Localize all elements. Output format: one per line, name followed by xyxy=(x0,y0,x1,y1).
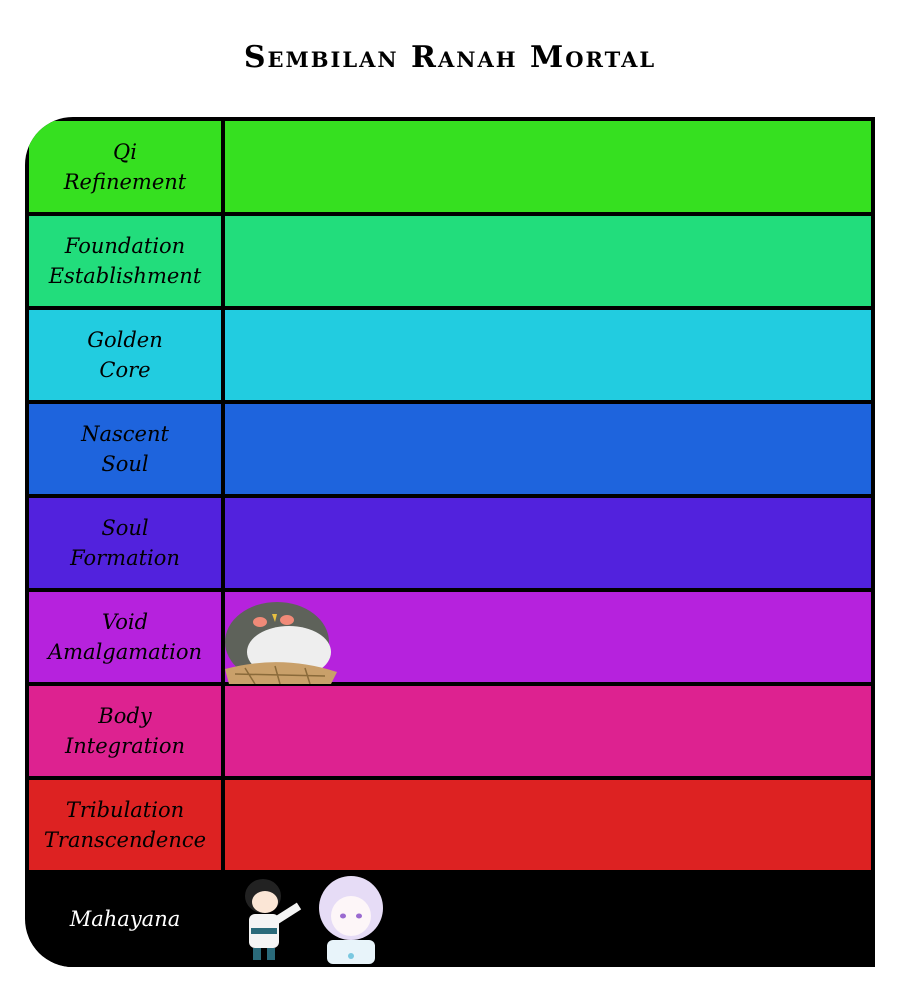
tier-label: Golden Core xyxy=(29,310,221,400)
fat-bird-in-nest-image[interactable] xyxy=(225,594,337,684)
tier-items[interactable] xyxy=(225,404,871,494)
tier-row-golden-core: Golden Core xyxy=(29,310,871,400)
tier-items[interactable] xyxy=(225,121,871,212)
tier-items[interactable] xyxy=(225,870,871,967)
tier-items[interactable] xyxy=(225,686,871,776)
tier-label: Nascent Soul xyxy=(29,404,221,494)
tier-label: Body Integration xyxy=(29,686,221,776)
tier-row-soul-formation: Soul Formation xyxy=(29,498,871,588)
tier-label: Foundation Establishment xyxy=(29,216,221,306)
tier-items[interactable] xyxy=(225,216,871,306)
tier-row-tribulation-transcendence: Tribulation Transcendence xyxy=(29,780,871,870)
white-haired-girl-image[interactable] xyxy=(311,874,391,964)
tier-row-nascent-soul: Nascent Soul xyxy=(29,404,871,494)
tier-items[interactable] xyxy=(225,498,871,588)
tier-label: Mahayana xyxy=(29,870,221,967)
tier-label: Tribulation Transcendence xyxy=(29,780,221,870)
tier-row-mahayana: Mahayana xyxy=(29,870,871,967)
tier-items[interactable] xyxy=(225,780,871,870)
tier-row-foundation-establishment: Foundation Establishment xyxy=(29,216,871,306)
tier-label: Qi Refinement xyxy=(29,121,221,212)
chibi-cultivator-image[interactable] xyxy=(227,874,307,964)
tier-row-qi-refinement: Qi Refinement xyxy=(29,121,871,212)
tier-items[interactable] xyxy=(225,310,871,400)
tier-label: Void Amalgamation xyxy=(29,592,221,682)
tier-row-body-integration: Body Integration xyxy=(29,686,871,776)
tier-row-void-amalgamation: Void Amalgamation xyxy=(29,592,871,684)
tier-board: Qi Refinement Foundation Establishment G… xyxy=(25,117,875,967)
page-title: Sembilan Ranah Mortal xyxy=(243,40,657,75)
tier-items[interactable] xyxy=(225,592,871,684)
tier-label: Soul Formation xyxy=(29,498,221,588)
